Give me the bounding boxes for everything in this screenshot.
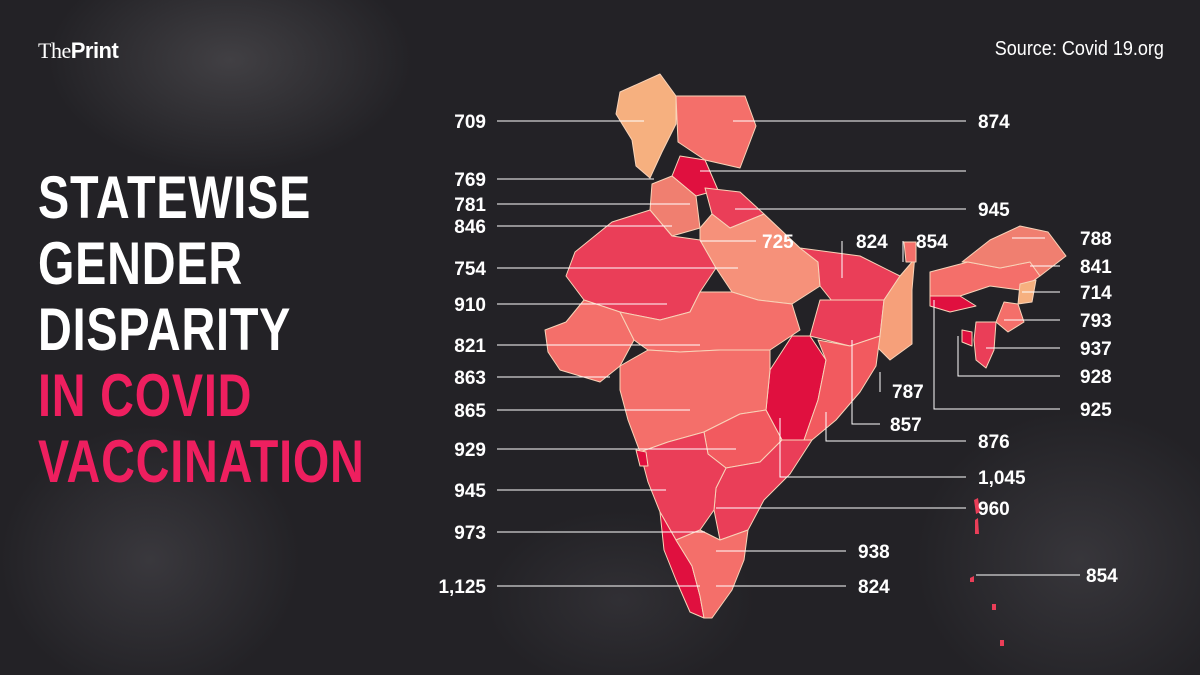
- region-nicobar-islands: [992, 604, 1004, 646]
- value-label: 841: [1080, 257, 1112, 278]
- region-gujarat: [544, 299, 635, 383]
- theprint-logo: ThePrint: [38, 38, 119, 63]
- value-label: 928: [1080, 367, 1112, 388]
- value-label: 945: [978, 200, 1010, 221]
- value-label: 960: [978, 499, 1010, 520]
- value-label: 824: [858, 577, 890, 598]
- region-karnataka: [639, 431, 727, 541]
- leader-line: [851, 340, 880, 425]
- headline-line-accent: VACCINATION: [38, 428, 365, 495]
- value-label: 863: [454, 368, 486, 389]
- value-label: 945: [454, 481, 486, 502]
- headline-line: STATEWISE: [38, 164, 312, 231]
- headline-line: GENDER: [38, 230, 243, 297]
- region-meghalaya: [929, 295, 977, 313]
- value-label: 714: [1080, 283, 1112, 304]
- value-label: 854: [916, 232, 948, 253]
- headline: STATEWISE GENDER DISPARITY IN COVID VACC…: [38, 165, 365, 495]
- value-label: 876: [978, 432, 1010, 453]
- value-label: 865: [454, 401, 486, 422]
- value-label: 788: [1080, 229, 1112, 250]
- value-label: 787: [892, 382, 924, 403]
- left-labels: 709 769 781 846 754 910 821 863 865 929 …: [438, 112, 486, 598]
- headline-line-accent: IN COVID: [38, 362, 253, 429]
- value-label: 824: [856, 232, 888, 253]
- value-label: 754: [454, 259, 486, 280]
- source-credit: Source: Covid 19.org: [994, 38, 1164, 60]
- leader-line: [933, 300, 1060, 410]
- value-label: 725: [762, 232, 794, 253]
- value-label: 781: [454, 195, 486, 216]
- value-label: 929: [454, 440, 486, 461]
- value-label: 709: [454, 112, 486, 133]
- value-label: 937: [1080, 339, 1112, 360]
- region-ladakh: [615, 73, 677, 179]
- right-labels: 874 945 725 824 854 788 841 714 793 937 …: [762, 112, 1118, 598]
- value-label: 857: [890, 415, 922, 436]
- region-tripura: [961, 329, 973, 347]
- leader-lines: [497, 120, 1080, 587]
- leader-line: [957, 336, 1060, 377]
- value-label: 846: [454, 217, 486, 238]
- value-label: 1,045: [978, 468, 1026, 489]
- value-label: 910: [454, 295, 486, 316]
- leader-line: [825, 412, 966, 442]
- region-mizoram: [973, 321, 997, 369]
- value-label: 821: [454, 336, 486, 357]
- region-jammu-kashmir: [675, 95, 757, 169]
- headline-line: DISPARITY: [38, 296, 292, 363]
- region-sikkim: [903, 241, 917, 263]
- region-manipur: [995, 301, 1025, 333]
- leader-line: [779, 418, 966, 478]
- value-label: 854: [1086, 566, 1118, 587]
- value-label: 769: [454, 170, 486, 191]
- value-label: 938: [858, 542, 890, 563]
- region-goa: [635, 449, 649, 467]
- value-label: 973: [454, 523, 486, 544]
- value-label: 793: [1080, 311, 1112, 332]
- value-label: 874: [978, 112, 1010, 133]
- value-label: 1,125: [438, 577, 486, 598]
- region-uttar-pradesh: [699, 213, 821, 305]
- region-andaman-islands: [970, 498, 980, 582]
- region-odisha: [803, 335, 881, 441]
- value-label: 925: [1080, 400, 1112, 421]
